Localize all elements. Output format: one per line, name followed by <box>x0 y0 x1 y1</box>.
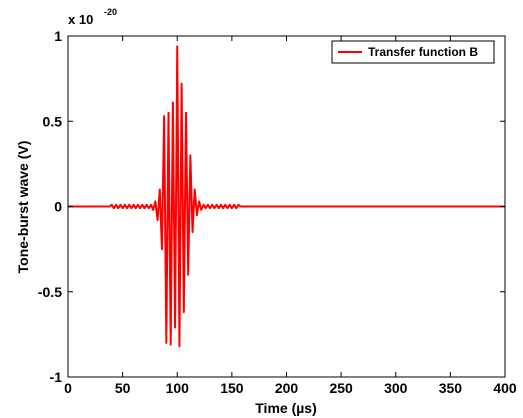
legend: Transfer function B <box>331 40 495 64</box>
x-tick-label: 300 <box>384 380 408 396</box>
y-tick-label: 1 <box>54 28 62 44</box>
series-line-0 <box>68 45 505 348</box>
x-tick-label: 250 <box>329 380 353 396</box>
legend-box <box>331 40 495 64</box>
x-tick-label: 0 <box>64 380 72 396</box>
y-scale-multiplier: x 10 <box>68 12 93 27</box>
legend-label: Transfer function B <box>368 45 478 59</box>
y-axis-label: Tone-burst wave (V) <box>15 141 31 274</box>
y-scale-exponent: -20 <box>104 7 117 17</box>
y-tick-label: -1 <box>50 369 63 385</box>
labels: Time (µs) Tone-burst wave (V) x 10 -20 <box>15 7 317 416</box>
y-tick-label: 0.5 <box>43 113 63 129</box>
x-tick-label: 350 <box>439 380 463 396</box>
axes: 0 50 100 150 200 250 300 350 400 -1 -0.5 0 0.5 1 <box>38 28 517 396</box>
x-axis-label: Time (µs) <box>255 400 317 416</box>
x-tick-label: 400 <box>493 380 517 396</box>
x-tick-label: 150 <box>220 380 244 396</box>
y-tick-label: -0.5 <box>38 284 62 300</box>
x-tick-label: 200 <box>275 380 299 396</box>
plot-area <box>68 45 505 348</box>
y-tick-label: 0 <box>54 199 62 215</box>
x-tick-label: 50 <box>115 380 131 396</box>
x-tick-label: 100 <box>166 380 190 396</box>
